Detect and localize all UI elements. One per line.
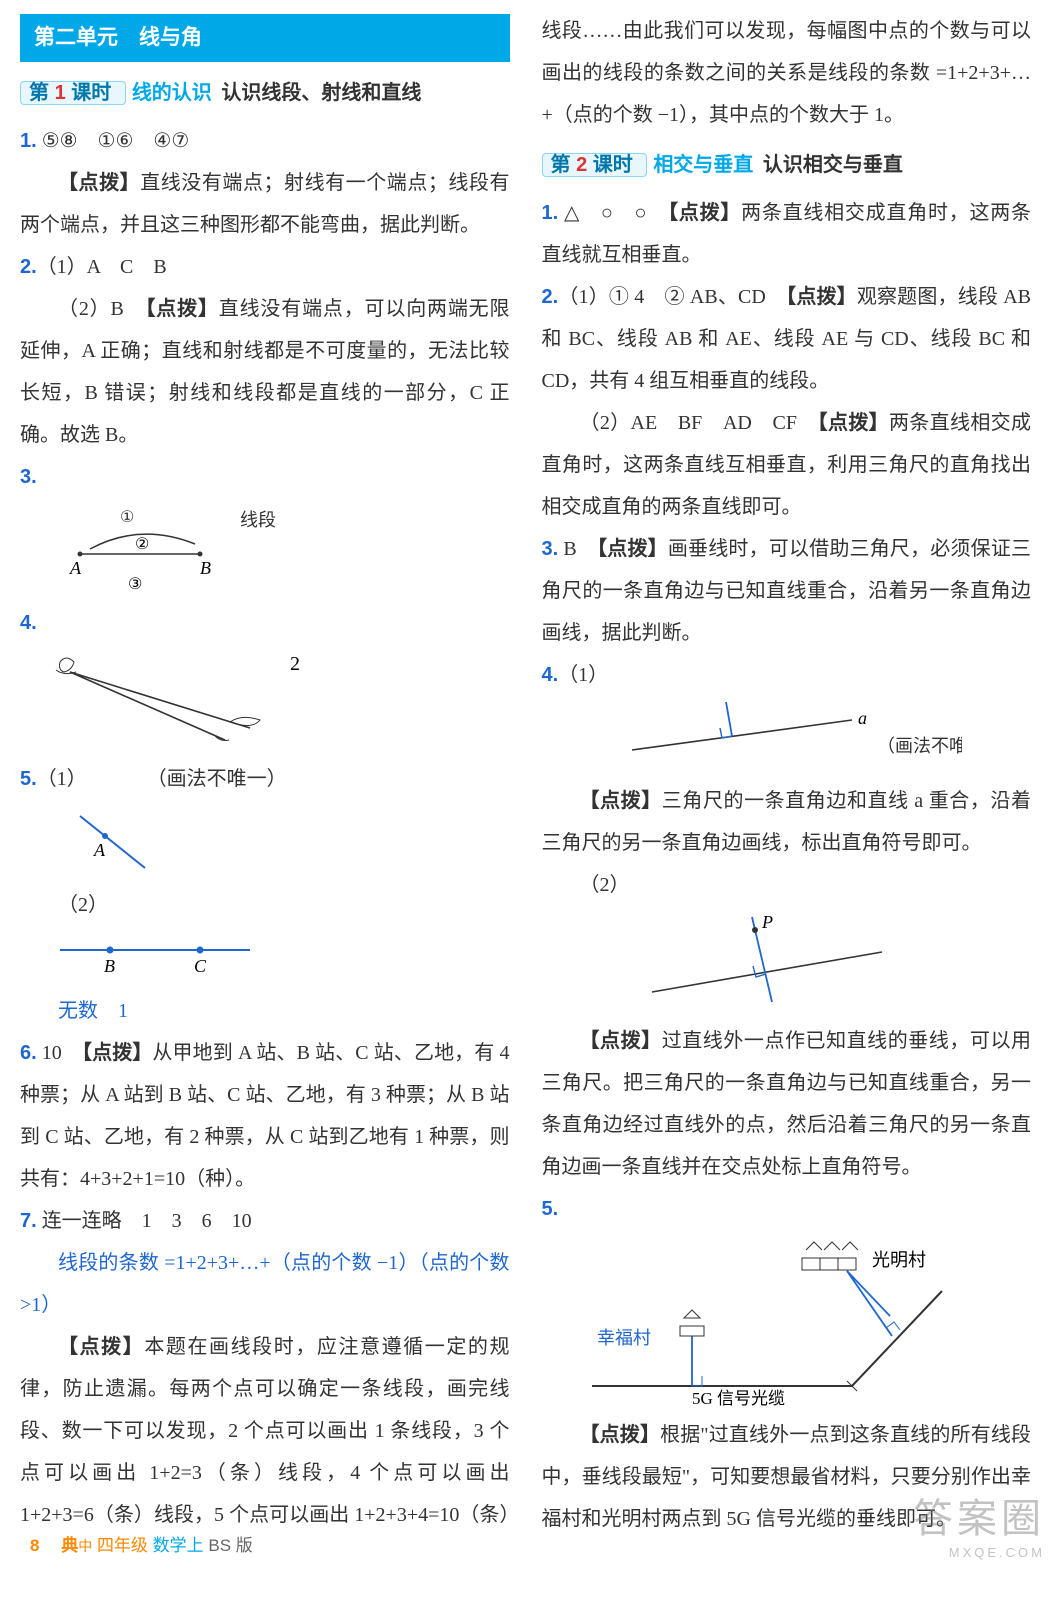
footer-grade: 四年级 (97, 1536, 148, 1555)
lesson-title-sub: 认识线段、射线和直线 (221, 82, 421, 104)
svg-text:幸福村: 幸福村 (597, 1328, 651, 1348)
l2-q1: 1. △ ○ ○ 【点拨】两条直线相交成直角时，这两条直线就互相垂直。 (542, 192, 1032, 276)
q1-answer: 1. ⑤⑧ ①⑥ ④⑦ (20, 120, 510, 162)
r-q4a-figure: a （画法不唯一） (622, 702, 1032, 772)
r-q2a: 2.（1）① 4 ② AB、CD 【点拨】观察题图，线段 AB 和 BC、线段 … (542, 276, 1032, 402)
lesson-title-main: 线的认识 (132, 82, 212, 104)
q5-c: 无数 1 (20, 990, 510, 1032)
lesson-2-header: 第 2 课时 相交与垂直 认识相交与垂直 (542, 144, 1032, 186)
svg-text:光明村: 光明村 (872, 1250, 926, 1270)
r-q4b: 【点拨】三角尺的一条直角边和直线 a 重合，沿着三角尺的另一条直角边画线，标出直… (542, 780, 1032, 864)
q5b-figure: B C (50, 932, 510, 982)
svg-text:C: C (194, 956, 207, 976)
q5-b: （2） (20, 884, 510, 926)
svg-text:B: B (200, 558, 211, 578)
svg-text:A: A (69, 558, 82, 578)
page-number: 8 (30, 1536, 39, 1555)
q5a-figure: A (50, 806, 510, 876)
q6: 6. 10 【点拨】从甲地到 A 站、B 站、C 站、乙地，有 4 种票；从 A… (20, 1032, 510, 1200)
svg-text:②: ② (135, 536, 149, 553)
unit-header: 第二单元 线与角 (20, 14, 510, 62)
r-q5b: 【点拨】根据"过直线外一点到这条直线的所有线段中，垂线段最短"，可知要想最省材料… (542, 1414, 1032, 1540)
q3-figure: ① 线段 A ② B ③ (50, 504, 510, 594)
pill-num: 1 (55, 82, 66, 104)
footer-subject: 数学上 (153, 1536, 204, 1555)
lesson-title-main: 相交与垂直 (653, 154, 753, 176)
r-q5-figure: 5G 信号光缆 幸福村 光明村 (572, 1236, 1032, 1406)
r-q4d: 【点拨】过直线外一点作已知直线的垂线，可以用三角尺。把三角尺的一条直角边与已知直… (542, 1020, 1032, 1188)
svg-text:B: B (104, 956, 115, 976)
svg-text:①: ① (120, 509, 134, 526)
svg-text:a: a (858, 708, 867, 728)
svg-text:5G 信号光缆: 5G 信号光缆 (692, 1389, 785, 1406)
pill-post: 课时 (587, 154, 633, 176)
r-q5: 5. (542, 1188, 1032, 1230)
q3-label: 线段 (240, 510, 276, 530)
pill-num: 2 (576, 154, 587, 176)
r-q2b: （2）AE BF AD CF 【点拨】两条直线相交成直角时，这两条直线互相垂直，… (542, 402, 1032, 528)
lesson-pill: 第 2 课时 (542, 153, 648, 177)
pill-post: 课时 (66, 82, 112, 104)
pill-pre: 第 (551, 154, 577, 176)
r-q4c-figure: P (642, 912, 1032, 1012)
r-q3: 3. B 【点拨】画垂线时，可以借助三角尺，必须保证三角尺的一条直角边与已知直线… (542, 528, 1032, 654)
q4-num: 4. (20, 602, 510, 644)
r-q4c: （2） (542, 864, 1032, 906)
r-q4a: 4.（1） (542, 654, 1032, 696)
footer-brand: 典 (61, 1536, 78, 1555)
q5-note: （画法不唯一） (157, 768, 287, 790)
q5-a: 5.（1） （画法不唯一） (20, 758, 510, 800)
q2-a: 2.（1）A C B (20, 246, 510, 288)
svg-text:（画法不唯一）: （画法不唯一） (877, 736, 962, 756)
q7-a: 7. 连一连略 1 3 6 10 (20, 1200, 510, 1242)
svg-text:A: A (93, 840, 106, 860)
pill-pre: 第 (29, 82, 55, 104)
lesson-pill: 第 1 课时 (20, 81, 126, 105)
svg-text:P: P (761, 912, 773, 932)
lesson-1-header: 第 1 课时 线的认识 认识线段、射线和直线 (20, 72, 510, 114)
lesson-title-sub: 认识相交与垂直 (763, 154, 903, 176)
q3-num: 3. (20, 456, 510, 498)
q2-b: （2）B 【点拨】直线没有端点，可以向两端无限延伸，A 正确；直线和射线都是不可… (20, 288, 510, 456)
svg-text:③: ③ (128, 576, 142, 593)
q7-b: 线段的条数 =1+2+3+…+（点的个数 −1）（点的个数 >1） (20, 1242, 510, 1326)
q4-figure: 2 (50, 650, 510, 750)
footer-version: BS 版 (208, 1536, 252, 1555)
q4-count: 2 (290, 653, 300, 675)
q1-hint: 【点拨】直线没有端点；射线有一个端点；线段有两个端点，并且这三种图形都不能弯曲，… (20, 162, 510, 246)
page-footer: 8 典中 四年级 数学上 BS 版 (30, 1528, 253, 1564)
